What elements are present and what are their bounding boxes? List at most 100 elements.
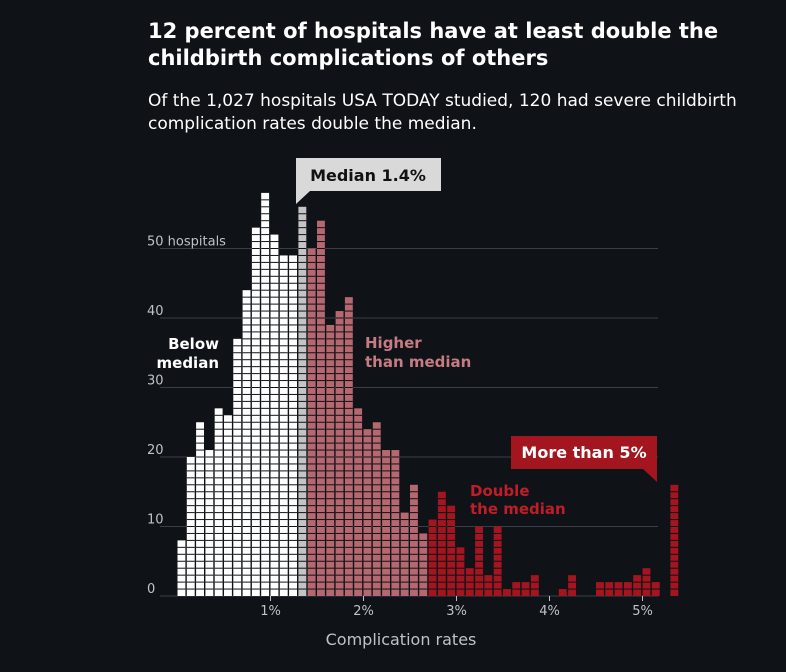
histogram-bar <box>317 220 325 596</box>
histogram-bar <box>503 589 511 596</box>
histogram-bar <box>400 512 409 596</box>
histogram-bar <box>651 582 660 596</box>
median-callout-label: Median 1.4% <box>310 166 426 185</box>
histogram-bar <box>391 450 400 596</box>
below-median-label-line2: median <box>157 354 219 372</box>
histogram-bar-fill <box>205 450 214 596</box>
chart-subtitle: Of the 1,027 hospitals USA TODAY studied… <box>148 91 737 134</box>
below-median-label-line1: Below <box>168 335 219 353</box>
more-than-5-callout-pointer <box>643 469 657 482</box>
histogram-bar <box>596 582 604 596</box>
histogram-bar <box>205 450 214 596</box>
histogram-bar <box>251 227 260 596</box>
x-tick-label: 1% <box>260 604 281 619</box>
y-tick-label: 40 <box>147 304 164 319</box>
histogram-bar <box>633 575 642 596</box>
x-tick-label: 4% <box>539 604 560 619</box>
histogram-bar <box>344 297 353 596</box>
higher-than-median-label-line2: than median <box>365 353 471 371</box>
histogram-bar-fill <box>251 227 260 596</box>
x-tick-label: 5% <box>632 604 653 619</box>
histogram-bar <box>475 526 483 596</box>
histogram-bar <box>419 533 428 596</box>
y-tick-label: 30 <box>147 374 164 389</box>
median-callout: Median 1.4% <box>296 158 441 204</box>
histogram-bar <box>428 519 437 596</box>
histogram-bar <box>493 526 502 596</box>
histogram-bar <box>382 450 390 596</box>
histogram-bar <box>568 575 576 596</box>
histogram-bar <box>456 547 465 596</box>
histogram-bar-fill <box>233 338 242 596</box>
histogram-bar <box>558 589 567 596</box>
histogram-bar <box>233 338 242 596</box>
y-tick-label: 0 <box>147 582 155 597</box>
histogram-bar-fill <box>558 589 567 596</box>
histogram-bars <box>177 192 679 597</box>
histogram-bar <box>363 429 372 596</box>
x-tick-label: 3% <box>446 604 467 619</box>
histogram-bar <box>326 324 335 596</box>
histogram-bar-fill <box>530 575 539 596</box>
histogram-bar <box>670 484 679 596</box>
histogram-bar <box>196 422 204 596</box>
y-tick-label: 10 <box>147 513 164 528</box>
histogram-bar-fill <box>326 324 335 596</box>
histogram-bar <box>279 255 288 596</box>
more-than-5-callout: More than 5% <box>511 436 657 482</box>
histogram-bar-fill <box>196 422 204 596</box>
double-the-median-label-line1: Double <box>470 482 530 500</box>
histogram-bar <box>372 422 381 596</box>
histogram-bar <box>289 255 297 596</box>
histogram-bar-fill <box>214 408 223 596</box>
histogram-bar <box>335 311 344 596</box>
histogram-bar <box>614 582 623 596</box>
histogram-bar-fill <box>503 589 511 596</box>
histogram-bar-fill <box>354 408 363 596</box>
histogram-bar <box>512 582 521 596</box>
histogram-bar <box>605 582 614 596</box>
histogram-bar <box>521 582 530 596</box>
histogram-bar <box>307 248 316 596</box>
higher-than-median-label-line1: Higher <box>365 334 422 352</box>
histogram-bar-fill <box>372 422 381 596</box>
x-axis-labels: 1% 2% 3% 4% 5% <box>260 596 653 619</box>
histogram-bar <box>447 505 456 596</box>
histogram-bar-fill <box>344 297 353 596</box>
histogram-bar-fill <box>391 450 400 596</box>
histogram-bar <box>177 540 186 596</box>
histogram-bar <box>242 290 251 596</box>
histogram-bar <box>484 575 493 596</box>
histogram-bar <box>270 234 279 596</box>
histogram-bar <box>623 582 632 596</box>
histogram-bar-fill <box>437 491 446 596</box>
histogram-bar-fill <box>428 519 437 596</box>
y-axis-labels: 0 10 20 30 40 50 hospitals <box>147 235 226 598</box>
histogram-bar <box>214 408 223 596</box>
double-the-median-label-line2: the median <box>470 500 566 518</box>
histogram-bar <box>437 491 446 596</box>
chart-title: 12 percent of hospitals have at least do… <box>148 19 719 70</box>
histogram-bar <box>410 484 418 596</box>
histogram-bar <box>354 408 363 596</box>
y-tick-label: 20 <box>147 443 164 458</box>
histogram-bar <box>642 568 651 596</box>
y-tick-label: 50 hospitals <box>147 235 226 250</box>
histogram-bar <box>261 192 270 596</box>
histogram-bar-fill <box>447 505 456 596</box>
histogram-bar-fill <box>382 450 390 596</box>
histogram-bar <box>465 568 474 596</box>
histogram-bar <box>224 415 232 596</box>
histogram-bar-fill <box>633 575 642 596</box>
histogram-bar-fill <box>335 311 344 596</box>
histogram-bar-fill <box>568 575 576 596</box>
more-than-5-callout-label: More than 5% <box>521 443 646 462</box>
median-callout-box <box>296 158 441 191</box>
histogram-bar <box>298 206 307 597</box>
histogram-bar <box>186 457 195 596</box>
more-than-5-callout-box <box>511 436 657 469</box>
x-axis-title: Complication rates <box>326 630 477 649</box>
histogram-bar-fill <box>484 575 493 596</box>
median-callout-pointer <box>296 191 310 204</box>
